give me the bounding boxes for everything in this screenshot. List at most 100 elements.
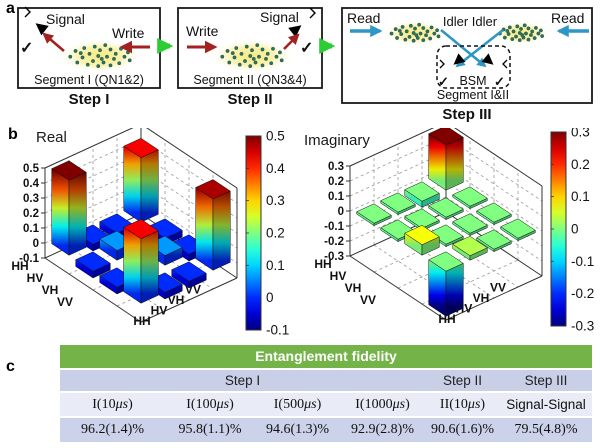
photon-squiggle-icon: [439, 59, 445, 69]
atom-dots: [389, 22, 441, 43]
bar3d-cell: [123, 138, 159, 158]
bar3d-cell: [428, 224, 464, 245]
colorbar-tick-label: 0.3: [571, 128, 590, 140]
z-tick-label: 0.3: [23, 193, 39, 205]
real-chart-title: Real: [36, 129, 67, 146]
bar3d-cell: [404, 225, 440, 245]
z-tick-label: -0.3: [324, 251, 344, 263]
step3-label: Step III: [442, 106, 491, 123]
col-label: VV: [490, 281, 506, 295]
panel-b-label: b: [8, 126, 18, 143]
step1-label: Step I: [69, 91, 110, 108]
z-axis: 0.3 0.2 0.1 0 -0.1 -0.2 -0.3: [324, 161, 350, 263]
z-axis: 0.5 0.4 0.3 0.2 0.1 0 -0.1: [19, 163, 45, 265]
step2-label: Step II: [227, 91, 272, 108]
z-tick-label: 0.5: [23, 163, 40, 175]
bar3d-cell: [140, 149, 159, 223]
z-tick-label: 0: [338, 206, 344, 218]
table-title: Entanglement fidelity: [60, 345, 592, 368]
colorbar-tick-label: 0.1: [266, 258, 285, 273]
detector-icon: [481, 53, 494, 65]
bar3d-cell: [195, 179, 231, 200]
table-value-row: 96.2(1.4)% 95.8(1.1)% 94.6(1.3)% 92.9(2.8)%…: [60, 418, 592, 442]
atom-dots: [497, 23, 545, 43]
bar3d-cell: [195, 187, 214, 271]
fidelity-value: 92.9(2.8)%: [351, 422, 414, 437]
row-label: HH: [314, 257, 331, 271]
table-group-cell: Step II: [442, 373, 483, 388]
bar3d-cell: [445, 137, 464, 191]
checkmark-icon: ✓: [438, 74, 449, 89]
photon-squiggle-icon: [24, 6, 31, 18]
fidelity-value: 95.8(1.1)%: [178, 422, 242, 437]
fidelity-value: 90.6(1.6)%: [431, 422, 494, 437]
row-label: HV: [330, 269, 347, 283]
table-column-header: II(10μs): [439, 397, 486, 412]
bars: [51, 138, 231, 304]
imaginary-density-matrix-chart: 0.30.20.10-0.1-0.2-0.3HHHVVHVVHHHVVHVV0.…: [314, 128, 594, 334]
z-tick-label: 0.3: [328, 161, 344, 173]
bar3d-cell: [140, 230, 159, 304]
table-column-header: I(1000μs): [355, 397, 410, 412]
table-column-header: I(10μs): [92, 397, 133, 412]
colorbar-tick-label: 0.4: [266, 161, 285, 176]
diagram-panel: Signal ✓ Write Segment I (QN1&2) Step I …: [17, 6, 593, 123]
checkmark-icon: ✓: [300, 40, 313, 57]
table-column-header: I(100μs): [186, 397, 234, 412]
idler-arrow: [440, 28, 487, 68]
step3-box: [341, 7, 593, 104]
z-tick-label: 0.2: [23, 208, 39, 220]
bar3d-cell: [476, 202, 512, 223]
colorbar-tick-label: 0.2: [266, 226, 285, 241]
bar3d-cell: [123, 145, 142, 223]
bar3d-cell: [404, 181, 440, 202]
idler-arrow: [455, 28, 504, 68]
bar3d-cell: [51, 168, 70, 256]
z-tick-label: -0.2: [324, 236, 344, 248]
colorbar-tick-label: 0.3: [266, 193, 285, 208]
bar3d-cell: [212, 190, 231, 271]
table-group-cell: Step I: [224, 373, 261, 388]
colorbar-tick-label: 0.5: [266, 129, 285, 144]
bar3d-cell: [428, 128, 464, 146]
detector-icon: [35, 23, 49, 36]
signal-label: Signal: [46, 11, 85, 27]
z-tick-label: 0.1: [328, 191, 345, 203]
bar3d-cell: [123, 226, 142, 304]
photon-squiggle-icon: [309, 7, 316, 19]
segment2-label: Segment II (QN3&4): [193, 73, 306, 87]
col-label: HV: [151, 304, 168, 318]
segment1-label: Segment I (QN1&2): [34, 73, 144, 87]
row-label: VV: [57, 295, 73, 309]
signal-arrow: [42, 32, 65, 52]
col-label: VH: [473, 291, 490, 305]
bar3d-cell: [171, 261, 207, 282]
fidelity-value: 79.5(4.8)%: [514, 422, 578, 437]
photon-squiggle-icon: [502, 59, 508, 69]
col-label: HH: [133, 314, 150, 328]
bar3d-cell: [51, 160, 87, 181]
bar3d-cell: [452, 213, 488, 234]
table-column-header: Signal-Signal: [506, 397, 586, 412]
bar3d-cell: [452, 236, 488, 256]
z-tick-label: -0.1: [324, 221, 344, 233]
z-tick-label: 0.2: [328, 176, 344, 188]
bar3d-cell: [452, 186, 488, 207]
colorbar-tick-label: -0.1: [266, 323, 289, 338]
detector-icon: [453, 53, 466, 65]
row-label: HH: [11, 259, 28, 273]
row-label: VH: [345, 281, 362, 295]
table-group-cell: Step III: [524, 373, 568, 388]
checkmark-icon: ✓: [494, 74, 505, 89]
bar3d-cell: [75, 251, 111, 272]
bar3d-cell: [404, 208, 440, 229]
signal-label: Signal: [260, 9, 299, 25]
bsm-box: [436, 45, 511, 89]
bar3d-cell: [68, 172, 87, 256]
row-label: HV: [27, 271, 44, 285]
fidelity-value: 96.2(1.4)%: [81, 422, 144, 437]
colorbar-tick-label: 0.2: [571, 157, 590, 172]
